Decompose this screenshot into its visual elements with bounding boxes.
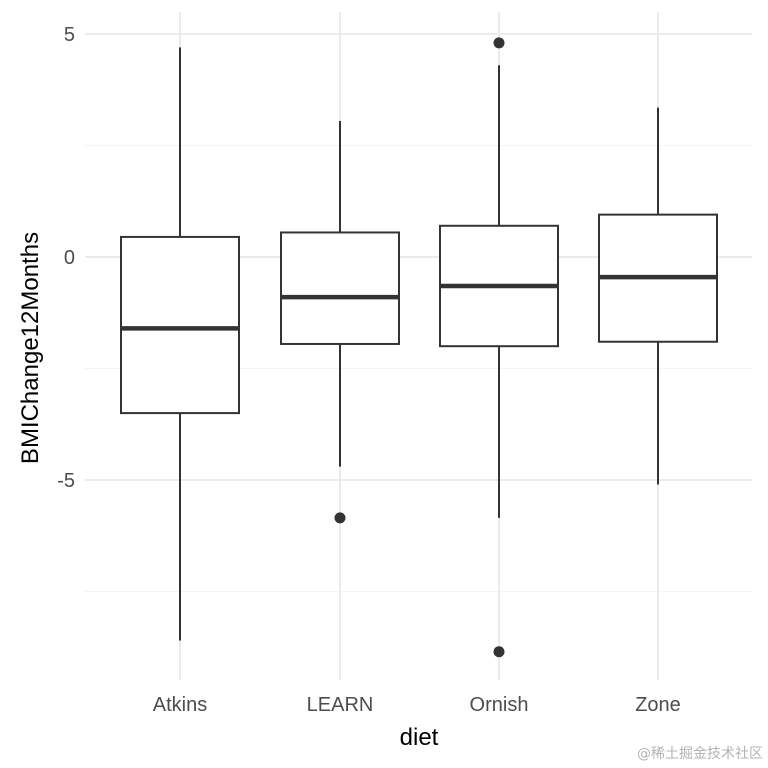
watermark: @稀土掘金技术社区: [637, 746, 763, 762]
x-tick-label: Zone: [635, 694, 681, 716]
box-ornish: [439, 37, 559, 658]
x-tick-labels: Atkins LEARN Ornish Zone: [153, 694, 681, 716]
box-learn: [280, 120, 400, 524]
y-tick-labels: -5 0 5: [57, 24, 75, 492]
outlier-point: [493, 37, 505, 49]
outlier-point: [493, 646, 505, 658]
box-body: [280, 231, 400, 345]
y-tick-label: -5: [57, 470, 75, 492]
x-tick-label: LEARN: [307, 694, 374, 716]
box-series: [120, 37, 718, 658]
box-zone: [598, 107, 718, 485]
x-tick-label: Ornish: [470, 694, 529, 716]
y-axis-title: BMIChange12Months: [17, 232, 44, 464]
box-atkins: [120, 47, 240, 641]
x-tick-label: Atkins: [153, 694, 207, 716]
x-axis-title: diet: [400, 724, 439, 751]
y-tick-label: 0: [64, 247, 75, 269]
outlier-point: [334, 512, 346, 524]
y-tick-label: 5: [64, 24, 75, 46]
box-body: [120, 235, 240, 415]
